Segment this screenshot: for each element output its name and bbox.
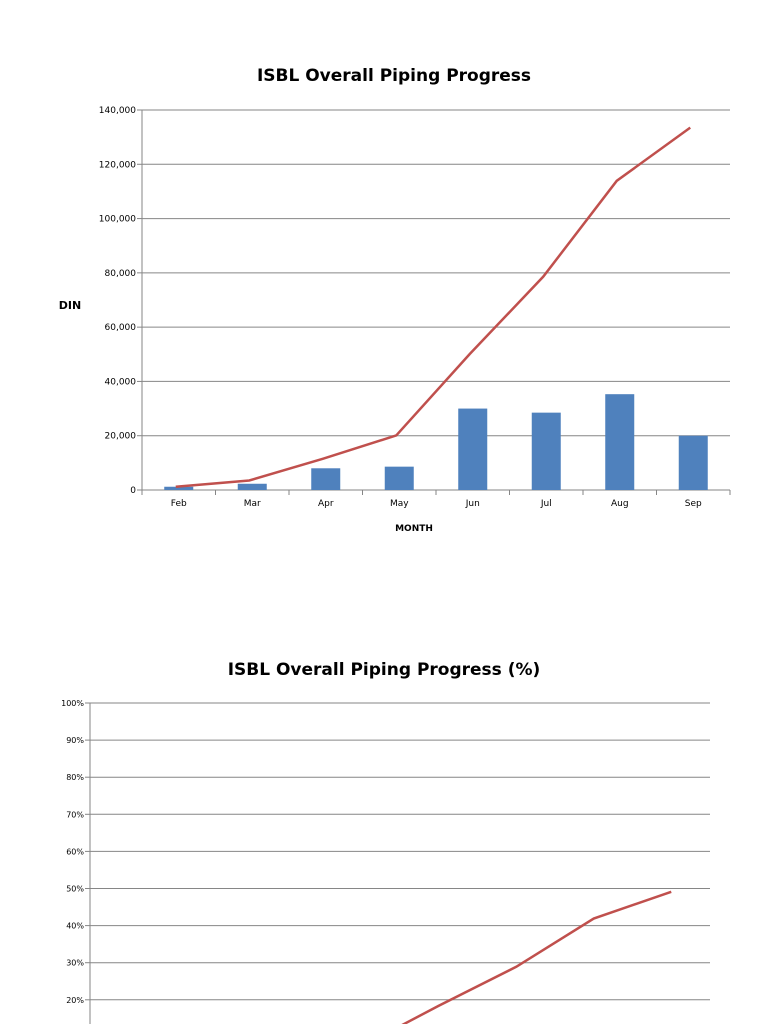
bar-jul [531,412,561,490]
y-tick-label: 100,000 [99,215,136,225]
y-tick-label: 40% [66,922,84,931]
y-tick-label: 30% [66,959,84,968]
y-axis-title: DIN [59,299,81,312]
x-tick-label: Aug [611,499,629,509]
y-tick-label: 0 [130,486,136,496]
y-tick-label: 120,000 [99,160,136,170]
bar-mar [237,483,267,490]
x-tick-label: Sep [685,499,702,509]
x-tick-label: Jun [465,499,480,509]
bar-jun [458,408,488,490]
bar-may [384,466,414,490]
y-tick-label: 100% [61,699,84,708]
chart-title-percent: ISBL Overall Piping Progress (%) [227,660,541,680]
x-axis-title: MONTH [395,524,433,534]
bar-feb [164,486,194,490]
x-tick-label: Feb [171,499,187,509]
y-tick-label: 80% [66,773,84,782]
y-tick-label: 80,000 [105,269,137,279]
y-tick-label: 40,000 [105,377,137,387]
x-tick-label: Jul [540,499,552,509]
chart-progress-din: 0 20,000 40,000 60,000 80,000 100,000 120,000 1… [59,106,731,534]
x-tick-label: Apr [318,499,334,509]
x-tick-label: May [390,499,409,509]
x-tick-label: Mar [244,499,261,509]
y-tick-label: 60,000 [105,323,137,333]
bar-sep [678,435,708,490]
bar-aug [605,394,635,490]
chart-title: ISBL Overall Piping Progress [256,66,532,86]
y-tick-label: 70% [66,810,84,819]
y-tick-label: 20,000 [105,432,137,442]
bar-apr [311,468,341,490]
series-line-cumulative [175,126,691,488]
series-line-percent [401,890,672,1024]
y-tick-label: 90% [66,736,84,745]
y-tick-label: 60% [66,847,84,856]
y-tick-label: 20% [66,996,84,1005]
y-tick-label: 140,000 [99,106,136,116]
y-tick-label: 50% [66,885,84,894]
